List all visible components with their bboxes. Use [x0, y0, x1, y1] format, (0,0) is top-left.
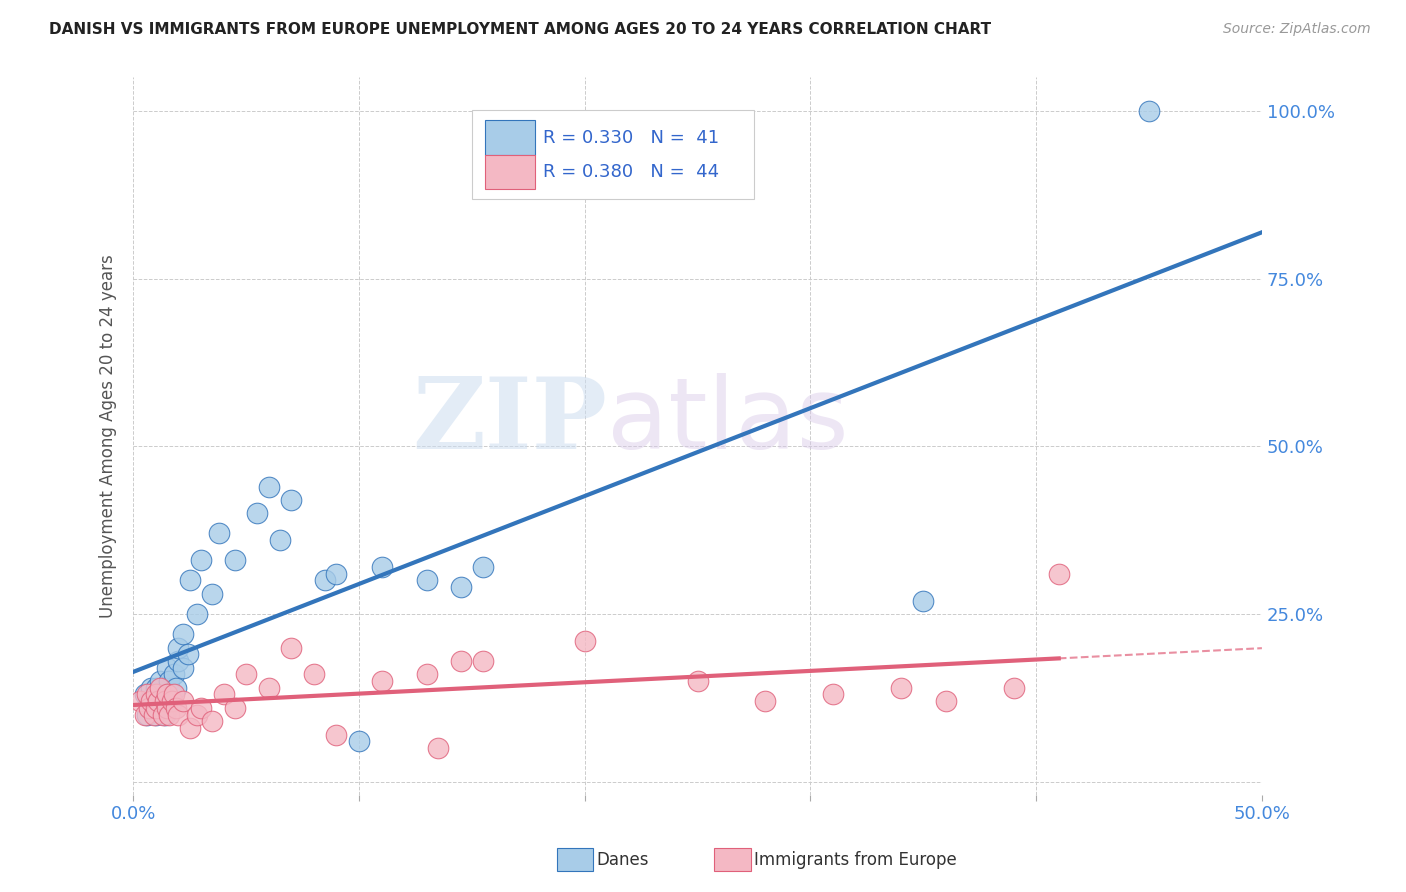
- Point: [686, 674, 709, 689]
- FancyBboxPatch shape: [485, 120, 536, 155]
- Point: [201, 714, 224, 729]
- Point: [257, 479, 280, 493]
- Point: [165, 681, 187, 695]
- Point: [167, 640, 190, 655]
- Point: [134, 688, 156, 702]
- Point: [472, 654, 495, 668]
- Text: R = 0.380   N =  44: R = 0.380 N = 44: [543, 163, 718, 181]
- Point: [450, 654, 472, 668]
- Point: [186, 707, 208, 722]
- Point: [325, 728, 347, 742]
- Point: [153, 707, 176, 722]
- Point: [156, 701, 179, 715]
- Point: [269, 533, 291, 548]
- Point: [201, 587, 224, 601]
- Point: [172, 627, 194, 641]
- Point: [163, 667, 186, 681]
- Text: Danes: Danes: [596, 851, 648, 869]
- Point: [912, 593, 935, 607]
- Point: [190, 701, 212, 715]
- Point: [149, 681, 172, 695]
- Text: ZIP: ZIP: [412, 374, 607, 470]
- Point: [159, 674, 181, 689]
- Text: Immigrants from Europe: Immigrants from Europe: [754, 851, 956, 869]
- Point: [179, 721, 201, 735]
- FancyBboxPatch shape: [472, 110, 754, 200]
- Point: [153, 694, 176, 708]
- Point: [280, 492, 302, 507]
- Point: [167, 707, 190, 722]
- Point: [1002, 681, 1025, 695]
- Point: [145, 681, 167, 695]
- FancyBboxPatch shape: [485, 155, 536, 189]
- Point: [176, 647, 198, 661]
- Point: [472, 560, 495, 574]
- Point: [172, 660, 194, 674]
- Point: [138, 694, 160, 708]
- Point: [347, 734, 370, 748]
- Point: [160, 694, 183, 708]
- Point: [257, 681, 280, 695]
- Point: [156, 660, 179, 674]
- Point: [179, 574, 201, 588]
- Point: [1137, 103, 1160, 118]
- Point: [163, 688, 186, 702]
- Point: [190, 553, 212, 567]
- Point: [246, 507, 269, 521]
- Point: [145, 707, 167, 722]
- Point: [302, 667, 325, 681]
- Point: [821, 688, 844, 702]
- Point: [186, 607, 208, 621]
- Point: [146, 688, 169, 702]
- Point: [224, 553, 246, 567]
- Point: [145, 688, 167, 702]
- Point: [325, 566, 347, 581]
- Point: [416, 574, 439, 588]
- Text: DANISH VS IMMIGRANTS FROM EUROPE UNEMPLOYMENT AMONG AGES 20 TO 24 YEARS CORRELAT: DANISH VS IMMIGRANTS FROM EUROPE UNEMPLO…: [49, 22, 991, 37]
- Point: [134, 707, 156, 722]
- Point: [416, 667, 439, 681]
- Point: [890, 681, 912, 695]
- Y-axis label: Unemployment Among Ages 20 to 24 years: Unemployment Among Ages 20 to 24 years: [100, 254, 117, 618]
- Point: [152, 707, 174, 722]
- Point: [172, 694, 194, 708]
- Point: [138, 701, 160, 715]
- Point: [224, 701, 246, 715]
- Point: [935, 694, 957, 708]
- Point: [129, 694, 152, 708]
- Point: [208, 526, 231, 541]
- Point: [142, 707, 165, 722]
- Point: [167, 654, 190, 668]
- Point: [141, 694, 163, 708]
- Point: [135, 688, 157, 702]
- Point: [141, 681, 163, 695]
- Point: [314, 574, 336, 588]
- Point: [160, 688, 183, 702]
- Point: [159, 707, 181, 722]
- Text: Source: ZipAtlas.com: Source: ZipAtlas.com: [1223, 22, 1371, 37]
- Point: [370, 674, 392, 689]
- Point: [145, 701, 167, 715]
- Point: [135, 707, 157, 722]
- Point: [149, 674, 172, 689]
- Point: [165, 701, 187, 715]
- Point: [574, 633, 596, 648]
- Point: [156, 688, 179, 702]
- Point: [142, 701, 165, 715]
- Point: [146, 694, 169, 708]
- Point: [370, 560, 392, 574]
- Point: [1047, 566, 1070, 581]
- Point: [280, 640, 302, 655]
- Point: [152, 694, 174, 708]
- Point: [427, 741, 450, 756]
- Point: [156, 688, 179, 702]
- Point: [235, 667, 257, 681]
- Point: [212, 688, 235, 702]
- Point: [450, 580, 472, 594]
- Point: [754, 694, 776, 708]
- Text: R = 0.330   N =  41: R = 0.330 N = 41: [543, 128, 718, 146]
- Text: atlas: atlas: [607, 374, 849, 470]
